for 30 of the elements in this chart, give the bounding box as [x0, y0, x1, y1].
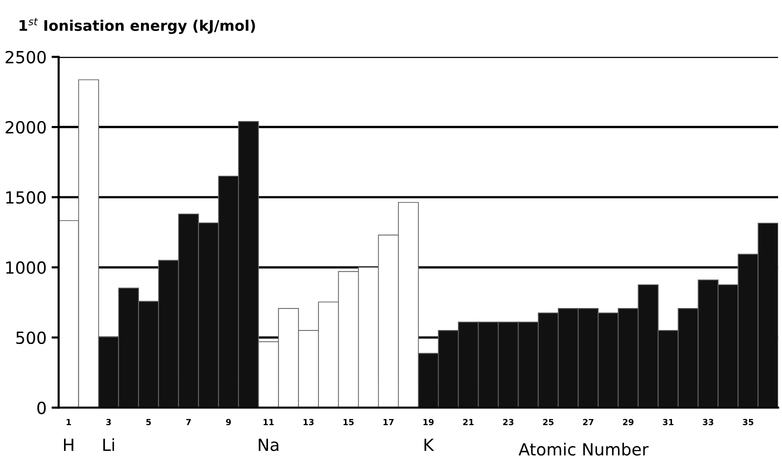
x-tick-label: 27: [583, 418, 594, 426]
y-tick-label: 1500: [6, 191, 46, 204]
x-tick-label: 23: [503, 418, 514, 426]
x-tick-label: 3: [106, 418, 111, 426]
x-tick-label: 21: [463, 418, 474, 426]
x-tick-label: 11: [264, 419, 274, 426]
x-tick-label: 7: [186, 419, 191, 426]
x-tick-label: 5: [146, 419, 151, 426]
x-tick-label: 13: [304, 418, 314, 426]
chart-title: 1$^{st}$ Ionisation energy (kJ/mol): [20, 18, 255, 34]
y-tick-label: 0: [37, 402, 46, 414]
x-tick-label: 35: [742, 418, 754, 426]
x-tick-label: 19: [424, 418, 434, 426]
x-tick-label: 31: [662, 418, 674, 426]
y-tick-label: 1000: [6, 261, 46, 274]
text: H: [64, 438, 74, 451]
x-tick-label: 15: [344, 419, 354, 426]
x-tick-label: 25: [543, 418, 554, 426]
y-tick-label: 500: [16, 331, 46, 344]
text: K: [424, 438, 434, 451]
x-tick-label: 9: [226, 418, 231, 426]
x-axis-title: Atomic Number: [518, 442, 649, 456]
y-tick-label: 2000: [6, 120, 46, 134]
text: Li: [103, 438, 114, 451]
x-tick-label: 1: [66, 419, 71, 426]
text: Na: [258, 438, 278, 452]
x-tick-label: 29: [623, 418, 634, 426]
y-tick-label: 2500: [6, 50, 46, 64]
x-tick-label: 17: [384, 419, 394, 426]
x-tick-label: 33: [702, 418, 714, 426]
